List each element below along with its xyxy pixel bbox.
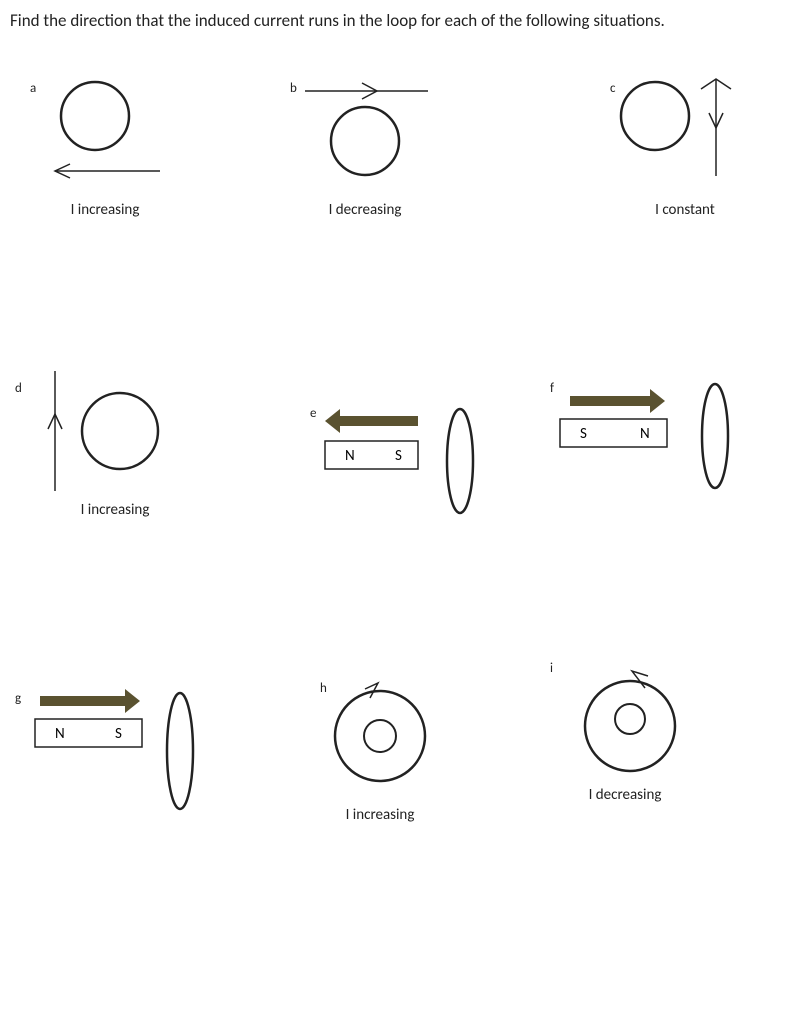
magnet-f-left: S [580,425,587,443]
label-d: d [15,381,22,396]
caption-c: I constant [620,201,750,219]
label-f: f [550,381,554,396]
label-h: h [320,681,327,696]
cell-b: b I decreasing [270,71,530,361]
caption-i: I decreasing [555,786,695,804]
cell-h: h I increasing [270,651,530,941]
magnet-g-right: S [115,725,122,743]
label-i: i [550,661,553,676]
diagram-g: N S [10,651,270,851]
cell-i: i I decreasing [530,651,789,941]
label-a: a [30,81,36,96]
caption-d: I increasing [45,501,185,519]
label-g: g [15,691,21,706]
diagram-h [270,651,520,821]
instruction-text: Find the direction that the induced curr… [10,10,789,31]
diagram-f: S N [530,361,789,561]
magnet-e-left: N [345,447,355,465]
magnet-f-right: N [640,425,650,443]
diagram-e: N S [270,361,530,561]
cell-f: f S N [530,361,789,651]
cell-g: g N S [10,651,270,941]
label-c: c [610,81,616,96]
cell-c: c I constant [530,71,789,361]
caption-a: I increasing [40,201,170,219]
cell-e: e N S [270,361,530,651]
magnet-e-right: S [395,447,402,465]
magnet-g-left: N [55,725,65,743]
caption-b: I decreasing [300,201,430,219]
caption-h: I increasing [315,806,445,824]
cell-d: d I increasing [10,361,270,651]
cell-a: a I increasing [10,71,270,361]
label-b: b [290,81,297,96]
diagram-grid: a I increasing b I decreasing c I const [10,71,770,941]
label-e: e [310,406,316,421]
